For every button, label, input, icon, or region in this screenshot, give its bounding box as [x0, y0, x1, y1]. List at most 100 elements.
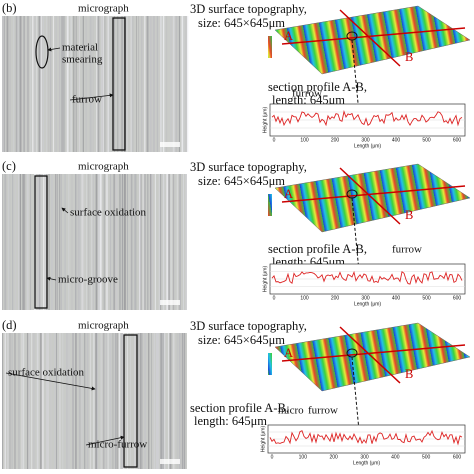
stripe: [62, 333, 64, 469]
stripe: [2, 174, 3, 310]
y-axis-label: Height (μm): [262, 107, 268, 134]
stripe: [30, 174, 32, 310]
topography-title: 3D surface topography,: [190, 319, 307, 333]
stripe: [152, 16, 155, 152]
stripe: [103, 16, 104, 152]
stripe: [73, 16, 75, 152]
stripe: [59, 174, 61, 310]
stripe: [15, 174, 16, 310]
x-tick-label: 400: [391, 454, 400, 460]
profile-title: section profile A-B,: [268, 80, 367, 94]
x-tick-label: 500: [422, 454, 431, 460]
stripe: [60, 174, 62, 310]
stripe: [97, 16, 100, 152]
x-tick-label: 0: [273, 295, 276, 301]
stripe: [78, 333, 81, 469]
stripe: [59, 333, 61, 469]
stripe: [119, 174, 121, 310]
stripe: [147, 174, 149, 310]
stripe: [46, 333, 49, 469]
stripe: [111, 16, 113, 152]
stripe: [173, 333, 175, 469]
stripe: [9, 16, 11, 152]
stripe: [164, 333, 166, 469]
stripe: [135, 174, 137, 310]
stripe: [88, 174, 90, 310]
stripe: [103, 174, 105, 310]
stripe: [79, 174, 81, 310]
stripe: [109, 333, 112, 469]
x-tick-label: 600: [453, 137, 462, 143]
stripe: [14, 333, 16, 469]
panel-label: (d): [2, 318, 17, 332]
profile-title: section profile A-B,: [268, 242, 367, 256]
section-line: [339, 9, 401, 67]
stripe: [68, 333, 70, 469]
stripe: [64, 174, 66, 310]
stripe: [185, 174, 187, 310]
stripe: [162, 174, 165, 310]
stripe: [141, 333, 143, 469]
x-tick-label: 100: [300, 137, 309, 143]
stripe: [123, 174, 126, 310]
stripe: [118, 16, 120, 152]
stripe: [26, 333, 29, 469]
topography-title: 3D surface topography,: [190, 2, 307, 16]
stripe: [55, 16, 57, 152]
stripe: [75, 174, 77, 310]
stripe: [181, 16, 184, 152]
micrograph: [2, 174, 187, 310]
stripe: [144, 333, 147, 469]
stripe: [49, 16, 52, 152]
stripe: [156, 16, 159, 152]
stripe: [185, 16, 187, 152]
color-bar: [268, 36, 272, 58]
stripe: [34, 16, 36, 152]
y-axis-label: Height (μm): [260, 426, 266, 453]
stripe: [159, 16, 162, 152]
arrow: [69, 93, 114, 101]
stripe: [176, 333, 178, 469]
section-point: A: [284, 346, 293, 360]
profile-annotation: furrow: [292, 88, 322, 100]
arrow: [5, 372, 96, 391]
stripe: [82, 16, 84, 152]
stripe: [18, 174, 20, 310]
stripe: [27, 16, 29, 152]
stripe: [105, 333, 107, 469]
stripe: [139, 333, 142, 469]
feature-ellipse: [35, 35, 49, 69]
stripe: [103, 333, 105, 469]
stripe: [153, 333, 156, 469]
stripe: [56, 174, 58, 310]
micrograph-title: micrograph: [78, 320, 129, 332]
stripe: [55, 333, 58, 469]
topography-title: 3D surface topography,: [190, 160, 307, 174]
stripe: [157, 333, 160, 469]
stripe: [104, 16, 106, 152]
profile-title: length: 645μm: [272, 93, 345, 107]
color-bar: [268, 353, 272, 375]
stripe: [150, 333, 152, 469]
stripe: [68, 174, 70, 310]
stripe: [17, 16, 19, 152]
stripe: [141, 16, 143, 152]
section-point: B: [405, 208, 413, 222]
stripe: [18, 333, 20, 469]
stripe: [19, 16, 22, 152]
stripe: [116, 333, 118, 469]
stripe: [40, 16, 42, 152]
stripe: [130, 16, 132, 152]
section-line: [339, 167, 401, 225]
stripe: [12, 16, 14, 152]
stripe: [132, 16, 134, 152]
topography-title: size: 645×645μm: [198, 16, 285, 30]
x-axis-label: Length (μm): [354, 143, 381, 149]
x-tick-label: 100: [300, 295, 309, 301]
stripe: [170, 174, 172, 310]
stripe: [170, 16, 172, 152]
x-tick-label: 100: [299, 454, 308, 460]
profile-title: section profile A-B,: [190, 401, 289, 415]
stripe: [149, 16, 152, 152]
stripe: [120, 333, 123, 469]
